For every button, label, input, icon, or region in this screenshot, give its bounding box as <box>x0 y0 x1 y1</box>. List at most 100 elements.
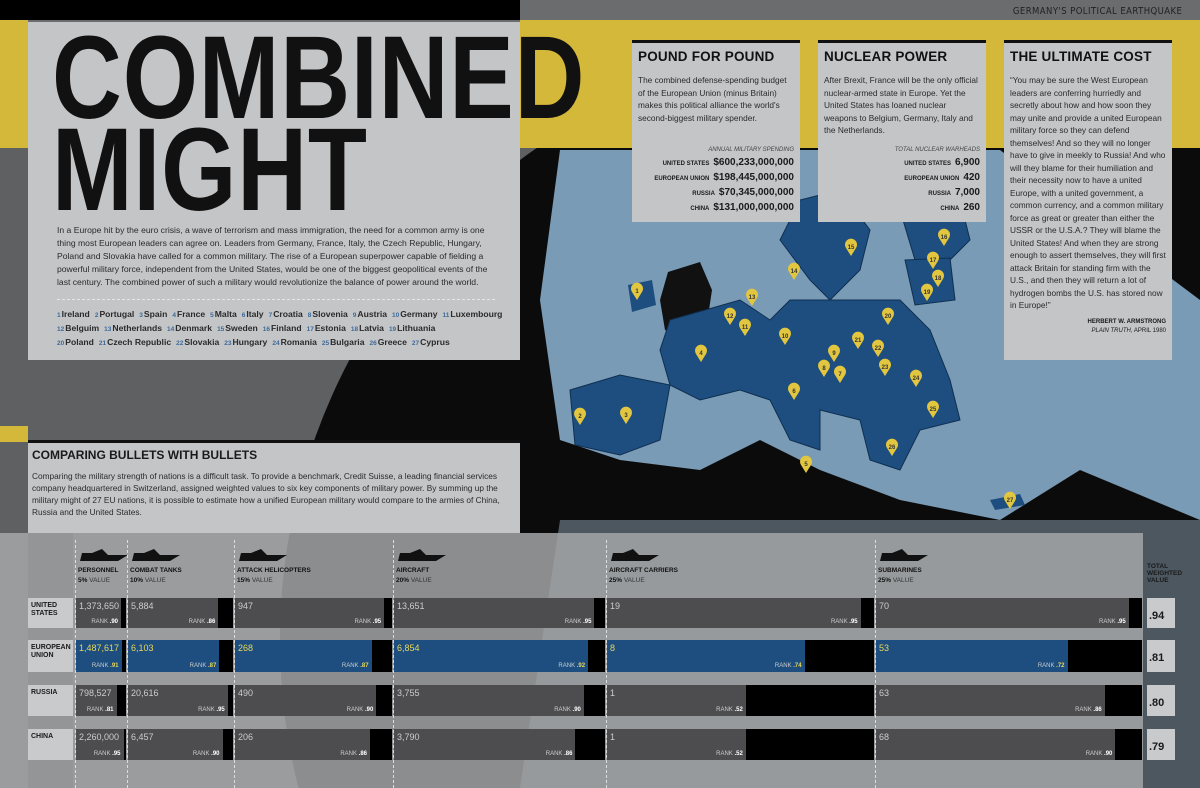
bar-cell: 53 RANK .72 <box>876 640 1142 672</box>
legend-country: Sweden <box>225 323 258 333</box>
bar-value: 206 <box>238 732 254 742</box>
panel-title: THE ULTIMATE COST <box>1010 49 1152 64</box>
bar-value: 6,854 <box>397 643 420 653</box>
bar-cell: 3,755 RANK .90 <box>394 685 605 716</box>
svg-text:26: 26 <box>889 445 896 451</box>
column-header: SUBMARINES 25% VALUE <box>878 543 938 584</box>
legend-item: 11Luxembourg <box>443 309 503 319</box>
legend-country: Latvia <box>359 323 384 333</box>
bar: 947 RANK .95 <box>235 598 385 628</box>
map-pin-9: 9 <box>828 344 841 362</box>
bar: 5,884 RANK .86 <box>128 598 219 628</box>
quote-text: “You may be sure the West European leade… <box>1010 75 1166 310</box>
column-divider <box>875 540 876 788</box>
bar-rank: RANK .91 <box>91 663 119 669</box>
legend-country: France <box>176 309 206 319</box>
legend-number: 7 <box>268 312 273 319</box>
bar-rank: RANK .72 <box>1037 663 1065 669</box>
svg-text:21: 21 <box>855 338 862 344</box>
bar-value: 268 <box>238 643 254 653</box>
svg-text:14: 14 <box>791 269 798 275</box>
svg-text:24: 24 <box>913 376 920 382</box>
map-pin-8: 8 <box>818 359 831 377</box>
bar-value: 5,884 <box>131 601 154 611</box>
legend-item: 1Ireland <box>57 309 90 319</box>
svg-text:10: 10 <box>782 334 789 340</box>
legend-number: 15 <box>217 326 225 333</box>
svg-text:25: 25 <box>930 407 937 413</box>
stat-row: UNITED STATES 6,900 <box>824 156 980 171</box>
svg-text:12: 12 <box>727 314 734 320</box>
bar: 3,790 RANK .86 <box>394 729 576 760</box>
map-pin-20: 20 <box>882 307 894 325</box>
bar-cell: 1 RANK .52 <box>607 729 874 760</box>
legend-country: Estonia <box>314 323 346 333</box>
yellow-band-left <box>0 20 28 148</box>
bar: 268 RANK .87 <box>235 640 372 672</box>
map-pin-27: 27 <box>1004 491 1017 509</box>
carrier-icon <box>609 543 678 565</box>
legend-number: 1 <box>57 312 61 319</box>
bar-value: 3,755 <box>397 688 420 698</box>
bar-rank: RANK .87 <box>189 663 217 669</box>
svg-text:27: 27 <box>1007 498 1014 504</box>
bar-value: 947 <box>238 601 254 611</box>
nuclear-power-panel: NUCLEAR POWER After Brexit, France will … <box>818 40 986 222</box>
legend-number: 25 <box>321 340 330 347</box>
svg-text:8: 8 <box>822 366 826 372</box>
legend-number: 27 <box>411 340 420 347</box>
bar-value: 70 <box>879 601 890 611</box>
map-pin-7: 7 <box>834 365 846 383</box>
legend-item: 13Netherlands <box>104 323 162 333</box>
bar-rank: RANK .92 <box>558 663 586 669</box>
total-value: .94 <box>1147 598 1175 628</box>
helicopter-icon <box>237 543 311 565</box>
svg-text:23: 23 <box>882 365 889 371</box>
column-divider <box>393 540 394 788</box>
spending-stats: ANNUAL MILITARY SPENDING UNITED STATES $60… <box>638 141 794 216</box>
stat-country: CHINA <box>940 206 960 212</box>
bar-cell: 13,651 RANK .95 <box>394 598 605 628</box>
svg-text:16: 16 <box>941 235 948 241</box>
bar-cell: 947 RANK .95 <box>235 598 392 628</box>
map-pin-2: 2 <box>574 407 586 425</box>
stat-value: $131,000,000,000 <box>713 202 794 213</box>
stat-row: RUSSIA $70,345,000,000 <box>638 186 794 201</box>
map-pin-10: 10 <box>779 327 792 345</box>
legend-country: Denmark <box>175 323 213 333</box>
bar: 1 RANK .52 <box>607 685 746 716</box>
bar-value: 68 <box>879 732 890 742</box>
legend-number: 18 <box>350 326 359 333</box>
soldier-icon <box>78 543 138 565</box>
column-divider <box>606 540 607 788</box>
bar-value: 3,790 <box>397 732 420 742</box>
map-pin-26: 26 <box>885 438 898 456</box>
legend-item: 19Lithuania <box>389 323 435 333</box>
bar: 20,616 RANK .95 <box>128 685 228 716</box>
bar: 6,854 RANK .92 <box>394 640 589 672</box>
stat-country: UNITED STATES <box>662 161 710 167</box>
legend-item: 25Bulgaria <box>322 337 365 347</box>
map-pin-22: 22 <box>872 339 884 357</box>
map-pin-18: 18 <box>932 269 945 287</box>
total-value: .79 <box>1147 729 1175 760</box>
stat-value: $198,445,000,000 <box>713 172 794 183</box>
intro-text: In a Europe hit by the euro crisis, a wa… <box>57 225 488 287</box>
stat-country: UNITED STATES <box>904 161 951 167</box>
stat-country: RUSSIA <box>692 191 715 197</box>
bar-cell: 63 RANK .86 <box>876 685 1142 716</box>
bar-value: 6,457 <box>131 732 154 742</box>
legend-item: 23Hungary <box>224 337 267 347</box>
legend-item: 27Cyprus <box>412 337 450 347</box>
legend-country: Belguim <box>65 323 100 333</box>
bar-rank: RANK .95 <box>564 619 592 625</box>
legend-number: 19 <box>388 326 397 333</box>
section-text: Comparing the military strength of natio… <box>32 471 500 517</box>
divider <box>57 299 495 300</box>
bar: 490 RANK .90 <box>235 685 377 716</box>
bar-value: 490 <box>238 688 254 698</box>
legend-item: 12Belguim <box>57 323 99 333</box>
bar-cell: 1,373,650 RANK .90 <box>76 598 126 628</box>
legend-country: Portugal <box>99 309 135 319</box>
legend-number: 26 <box>369 340 377 347</box>
